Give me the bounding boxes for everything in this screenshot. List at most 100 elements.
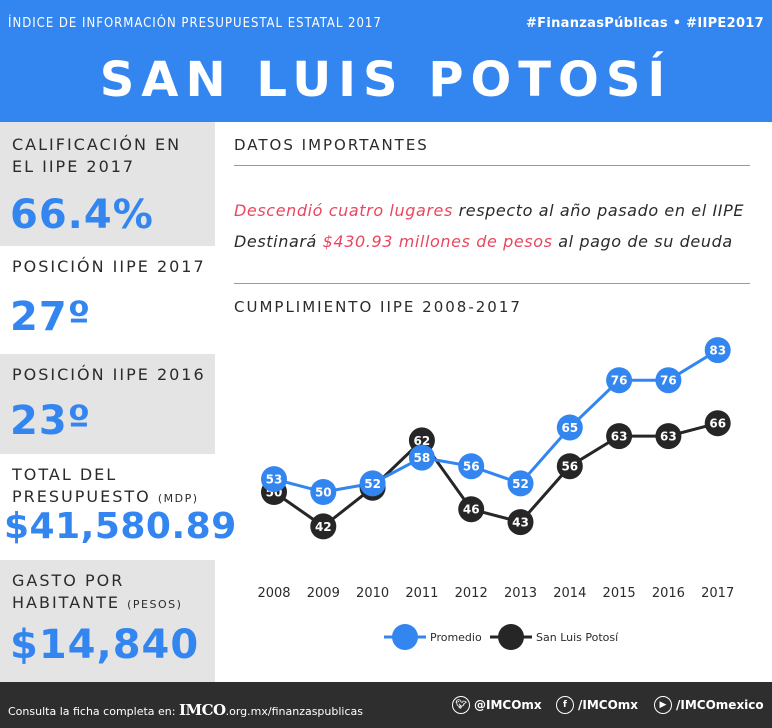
youtube-handle: /IMCOmexico [676, 698, 764, 712]
data-label: 63 [611, 430, 628, 444]
chart-points: 5042516246435663636653505258565265767683 [261, 337, 731, 540]
data-label: 63 [660, 430, 677, 444]
gasto-label-line1: GASTO POR [12, 571, 125, 590]
pos2016-value-block: 23º [0, 398, 215, 454]
data-point [408, 444, 435, 471]
data-point [310, 479, 337, 505]
data-point [704, 337, 731, 364]
calificacion-label-line1: CALIFICACIÓN EN [12, 135, 182, 154]
facebook-icon: f [556, 696, 574, 714]
data-label: 52 [364, 477, 381, 491]
twitter-icon: 🐦︎ [452, 696, 470, 714]
fact-debt-prefix: Destinará [234, 232, 323, 251]
twitter-link[interactable]: 🐦︎ @IMCOmx [452, 696, 542, 714]
facebook-link[interactable]: f /IMCOmx [556, 696, 638, 714]
x-tick-label: 2016 [652, 586, 685, 601]
gasto-label-line2: HABITANTE [12, 593, 120, 612]
datos-divider [234, 165, 750, 166]
presupuesto-value: $41,580.89 [4, 506, 237, 547]
series-line-0 [273, 348, 719, 494]
data-point [655, 367, 682, 394]
gasto-value: $14,840 [10, 622, 200, 668]
calificacion-label-block: CALIFICACIÓN EN EL IIPE 2017 [0, 122, 215, 186]
chart-legend: Promedio San Luis Potosí [384, 624, 619, 650]
x-tick-label: 2011 [405, 586, 438, 601]
x-tick-label: 2010 [356, 586, 389, 601]
calificacion-value-block: 66.4% [0, 186, 215, 246]
data-label: 46 [463, 503, 480, 517]
facebook-handle: /IMCOmx [578, 698, 639, 712]
legend-marker [392, 624, 418, 650]
header-hashtags: #FinanzasPúblicas • #IIPE2017 [525, 16, 764, 31]
data-label: 42 [315, 520, 332, 534]
pos2016-label-block: POSICIÓN IIPE 2016 [0, 354, 215, 398]
presupuesto-label-line2: PRESUPUESTO [12, 487, 151, 506]
footer: Consulta la ficha completa en: IMCO.org.… [0, 682, 772, 728]
x-tick-label: 2013 [504, 586, 537, 601]
presupuesto-block: TOTAL DEL PRESUPUESTO (MDP) $41,580.89 [0, 454, 236, 560]
calificacion-label-line2: EL IIPE 2017 [12, 157, 136, 176]
pos2017-value: 27º [10, 294, 92, 340]
pos2017-label: POSICIÓN IIPE 2017 [12, 257, 206, 276]
pos2017-value-block: 27º [0, 288, 215, 354]
gasto-block: GASTO POR HABITANTE (PESOS) $14,840 [0, 560, 215, 682]
fact-debt: Destinará $430.93 millones de pesos al p… [234, 232, 733, 251]
data-point [458, 453, 485, 480]
header: ÍNDICE DE INFORMACIÓN PRESUPUESTAL ESTAT… [0, 0, 772, 122]
data-point [458, 496, 485, 523]
gasto-label: GASTO POR HABITANTE (PESOS) [12, 570, 182, 616]
data-point [655, 423, 682, 450]
data-point [507, 509, 534, 536]
x-tick-label: 2014 [553, 586, 586, 601]
data-label: 62 [414, 434, 431, 448]
chart-lines [273, 348, 719, 529]
youtube-link[interactable]: ▶ /IMCOmexico [654, 696, 764, 714]
data-label: 76 [611, 374, 628, 388]
footer-text: Consulta la ficha completa en: [8, 705, 179, 718]
x-tick-label: 2009 [307, 586, 340, 601]
legend-label: San Luis Potosí [536, 631, 619, 644]
x-tick-label: 2015 [603, 586, 636, 601]
pos2016-value: 23º [10, 398, 92, 444]
data-label: 53 [266, 473, 283, 487]
presupuesto-unit: (MDP) [157, 492, 199, 505]
fact-ranking-text: respecto al año pasado en el IIPE [452, 201, 745, 220]
data-label: 56 [463, 460, 480, 474]
data-point [704, 410, 731, 437]
gasto-unit: (PESOS) [127, 598, 183, 611]
footer-link[interactable]: Consulta la ficha completa en: IMCO.org.… [8, 701, 363, 719]
data-point [507, 470, 534, 497]
calificacion-value: 66.4% [10, 192, 154, 238]
stats-sidebar: CALIFICACIÓN EN EL IIPE 2017 66.4% POSIC… [0, 122, 236, 682]
chart-divider [234, 283, 750, 284]
data-point [606, 367, 633, 394]
data-point [310, 513, 337, 540]
pos2016-label: POSICIÓN IIPE 2016 [12, 365, 206, 384]
data-label: 43 [512, 516, 529, 530]
pos2017-label-block: POSICIÓN IIPE 2017 [0, 246, 215, 288]
x-tick-label: 2008 [257, 586, 290, 601]
data-label: 76 [660, 374, 677, 388]
header-kicker: ÍNDICE DE INFORMACIÓN PRESUPUESTAL ESTAT… [8, 16, 382, 31]
fact-debt-highlight: $430.93 millones de pesos [322, 232, 553, 251]
x-tick-label: 2017 [701, 586, 734, 601]
data-point [556, 453, 583, 480]
data-label: 52 [512, 477, 529, 491]
presupuesto-label-line1: TOTAL DEL [12, 465, 118, 484]
legend-marker [498, 624, 524, 650]
series-line-1 [273, 421, 719, 529]
data-label: 58 [414, 451, 431, 465]
data-point [261, 466, 287, 493]
twitter-handle: @IMCOmx [474, 698, 542, 712]
chart-title: CUMPLIMIENTO IIPE 2008-2017 [234, 298, 522, 316]
data-label: 65 [561, 421, 578, 435]
fact-debt-text: al pago de su deuda [552, 232, 733, 251]
datos-title: DATOS IMPORTANTES [234, 136, 429, 154]
presupuesto-label: TOTAL DEL PRESUPUESTO (MDP) [12, 464, 199, 510]
data-point [359, 470, 386, 497]
calificacion-label: CALIFICACIÓN EN EL IIPE 2017 [12, 134, 181, 178]
page-title: SAN LUIS POTOSÍ [99, 52, 673, 108]
data-label: 56 [561, 460, 578, 474]
chart-x-ticks: 2008 2009 2010 2011 2012 2013 2014 2015 2016 2017 [257, 586, 734, 601]
data-label: 83 [709, 344, 726, 358]
